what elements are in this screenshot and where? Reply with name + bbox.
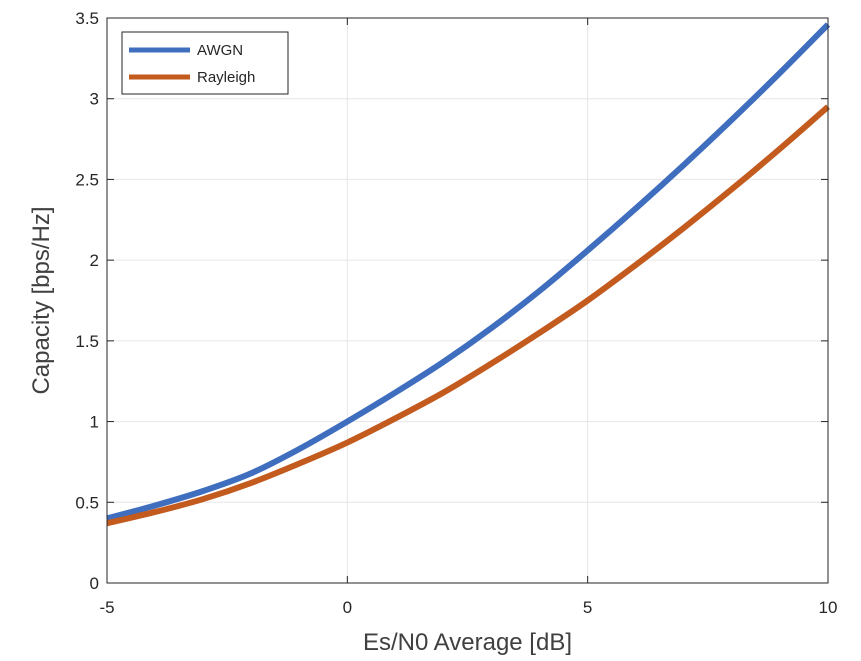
y-tick-label: 3 bbox=[90, 90, 99, 109]
x-tick-label: 5 bbox=[583, 598, 592, 617]
y-tick-label: 1 bbox=[90, 413, 99, 432]
x-tick-label: 10 bbox=[819, 598, 838, 617]
x-tick-label: -5 bbox=[99, 598, 114, 617]
y-axis-label: Capacity [bps/Hz] bbox=[28, 206, 55, 394]
y-tick-label: 0 bbox=[90, 574, 99, 593]
y-tick-label: 0.5 bbox=[75, 493, 99, 512]
legend: AWGN Rayleigh bbox=[121, 31, 289, 95]
legend-label-awgn: AWGN bbox=[197, 42, 243, 59]
y-tick-label: 2.5 bbox=[75, 170, 99, 189]
series-line-awgn bbox=[106, 22, 831, 522]
y-tick-label: 2 bbox=[90, 251, 99, 270]
x-tick-label: 0 bbox=[343, 598, 352, 617]
series-line-rayleigh bbox=[106, 104, 830, 527]
y-tick-label: 3.5 bbox=[75, 9, 99, 28]
plot-frame bbox=[106, 17, 829, 584]
legend-box bbox=[121, 31, 289, 95]
x-axis-label: Es/N0 Average [dB] bbox=[363, 629, 572, 656]
legend-label-rayleigh: Rayleigh bbox=[197, 69, 255, 86]
y-tick-label: 1.5 bbox=[75, 332, 99, 351]
series-lines bbox=[106, 22, 831, 527]
